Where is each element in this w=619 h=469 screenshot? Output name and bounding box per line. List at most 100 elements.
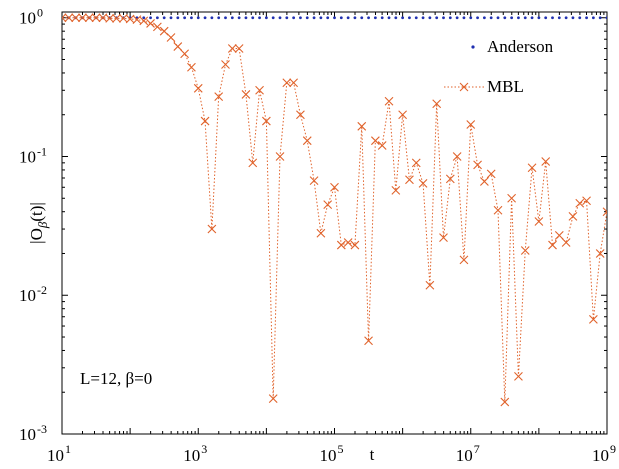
- data-point-anderson: [414, 16, 418, 20]
- y-tick-label-base: 10: [19, 9, 36, 28]
- data-point-anderson: [544, 16, 548, 20]
- data-point-anderson: [244, 16, 248, 20]
- data-point-anderson: [530, 16, 534, 20]
- data-point-mbl: [152, 22, 162, 32]
- data-point-mbl: [554, 231, 564, 240]
- data-point-mbl: [575, 198, 585, 208]
- data-point-mbl: [582, 196, 591, 206]
- x-tick-label-exponent: 5: [338, 442, 344, 456]
- data-point-anderson: [217, 16, 221, 20]
- data-point-anderson: [428, 16, 432, 20]
- data-point-mbl: [173, 42, 183, 51]
- data-point-mbl: [296, 110, 305, 120]
- data-point-mbl: [500, 397, 510, 407]
- data-point-anderson: [162, 16, 166, 20]
- data-point-mbl: [568, 212, 578, 221]
- data-point-anderson: [496, 16, 500, 20]
- data-point-anderson: [333, 16, 336, 20]
- data-point-mbl: [214, 92, 224, 102]
- data-point-mbl: [411, 158, 421, 168]
- data-point-anderson: [353, 16, 357, 20]
- data-point-mbl: [302, 136, 312, 146]
- data-point-mbl: [268, 394, 278, 403]
- data-point-mbl: [261, 116, 271, 126]
- data-point-anderson: [360, 16, 364, 20]
- data-point-mbl: [541, 157, 551, 166]
- data-point-anderson: [503, 16, 507, 20]
- data-point-anderson: [264, 16, 268, 20]
- data-point-anderson: [251, 16, 255, 20]
- data-point-mbl: [507, 193, 517, 203]
- data-point-anderson: [142, 16, 146, 20]
- y-tick-label: 10: [19, 286, 36, 305]
- data-point-anderson: [571, 16, 575, 20]
- x-tick-label-exponent: 1: [65, 442, 71, 456]
- series-mbl: [62, 13, 607, 407]
- data-point-mbl: [330, 182, 339, 192]
- data-point-anderson: [537, 16, 541, 20]
- series-line-mbl: [62, 17, 607, 403]
- data-point-anderson: [346, 16, 350, 20]
- data-point-mbl: [588, 314, 598, 324]
- data-point-mbl: [479, 177, 489, 186]
- data-point-anderson: [578, 16, 582, 20]
- x-tick-label-exponent: 3: [201, 442, 207, 456]
- data-point-anderson: [203, 16, 207, 20]
- data-point-mbl: [316, 228, 326, 238]
- data-point-anderson: [155, 16, 159, 20]
- data-point-mbl: [309, 176, 319, 186]
- x-tick-label-exponent: 7: [474, 442, 480, 456]
- x-tick-label-base: 10: [47, 446, 64, 465]
- data-point-mbl: [166, 33, 176, 42]
- data-point-mbl: [248, 158, 258, 168]
- data-point-anderson: [517, 16, 520, 20]
- x-tick-label-base: 10: [183, 446, 200, 465]
- data-point-mbl: [514, 372, 523, 381]
- data-point-anderson: [230, 16, 234, 20]
- data-point-mbl: [418, 178, 428, 188]
- data-point-mbl: [193, 83, 203, 93]
- data-point-mbl: [602, 207, 607, 217]
- data-point-anderson: [258, 16, 261, 20]
- y-tick-label-exponent: -1: [37, 144, 47, 158]
- data-point-mbl: [180, 49, 190, 59]
- data-point-mbl: [112, 13, 121, 23]
- data-point-anderson: [169, 16, 173, 20]
- data-point-anderson: [455, 16, 459, 20]
- data-point-mbl: [234, 44, 244, 53]
- data-point-mbl: [221, 60, 230, 69]
- y-tick-label-base: 10: [19, 147, 36, 166]
- data-point-mbl: [350, 240, 360, 250]
- y-tick-label: 10: [19, 9, 36, 28]
- data-point-anderson: [312, 16, 316, 20]
- data-point-anderson: [469, 16, 473, 20]
- y-axis-label: |Oβ(t)|: [27, 202, 50, 244]
- legend-marker-anderson: [471, 45, 475, 49]
- data-point-anderson: [564, 16, 568, 20]
- legend-x-marker: [459, 82, 469, 92]
- data-point-anderson: [482, 16, 486, 20]
- legend-label-mbl: MBL: [487, 77, 524, 96]
- x-tick-label-exponent: 9: [610, 442, 616, 456]
- data-point-mbl: [452, 152, 462, 161]
- x-axis-label: t: [370, 445, 375, 464]
- data-point-anderson: [176, 16, 180, 20]
- data-point-mbl: [391, 185, 401, 195]
- legend-label-anderson: Anderson: [487, 37, 554, 56]
- data-point-anderson: [190, 16, 193, 20]
- data-point-mbl: [548, 240, 557, 250]
- data-point-anderson: [224, 16, 227, 20]
- data-point-anderson: [196, 16, 200, 20]
- x-tick-label-base: 10: [456, 446, 473, 465]
- data-point-mbl: [91, 13, 101, 23]
- data-point-mbl: [241, 90, 251, 99]
- data-point-anderson: [210, 16, 214, 20]
- x-tick-label-base: 10: [592, 446, 609, 465]
- data-point-mbl: [384, 96, 394, 106]
- data-point-mbl: [146, 19, 155, 28]
- data-point-mbl: [282, 78, 292, 88]
- data-point-mbl: [227, 44, 237, 53]
- axes-box: [61, 11, 608, 435]
- data-point-mbl: [595, 249, 605, 258]
